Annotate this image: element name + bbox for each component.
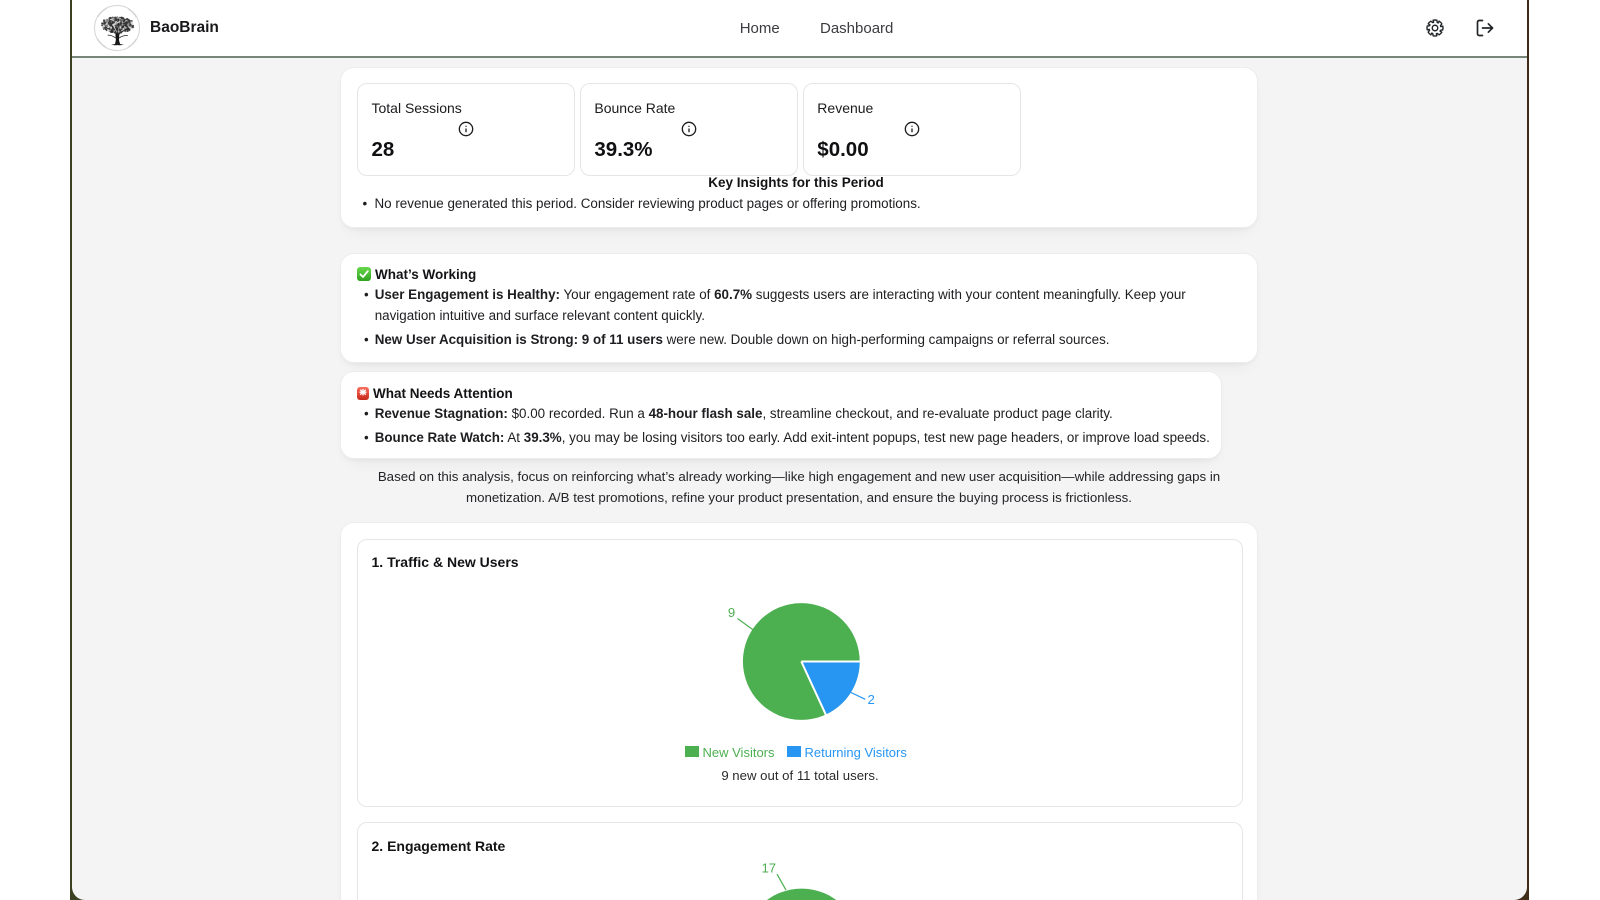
svg-text:2: 2 (868, 692, 875, 707)
svg-text:17: 17 (761, 861, 776, 876)
svg-text:9: 9 (728, 605, 735, 620)
